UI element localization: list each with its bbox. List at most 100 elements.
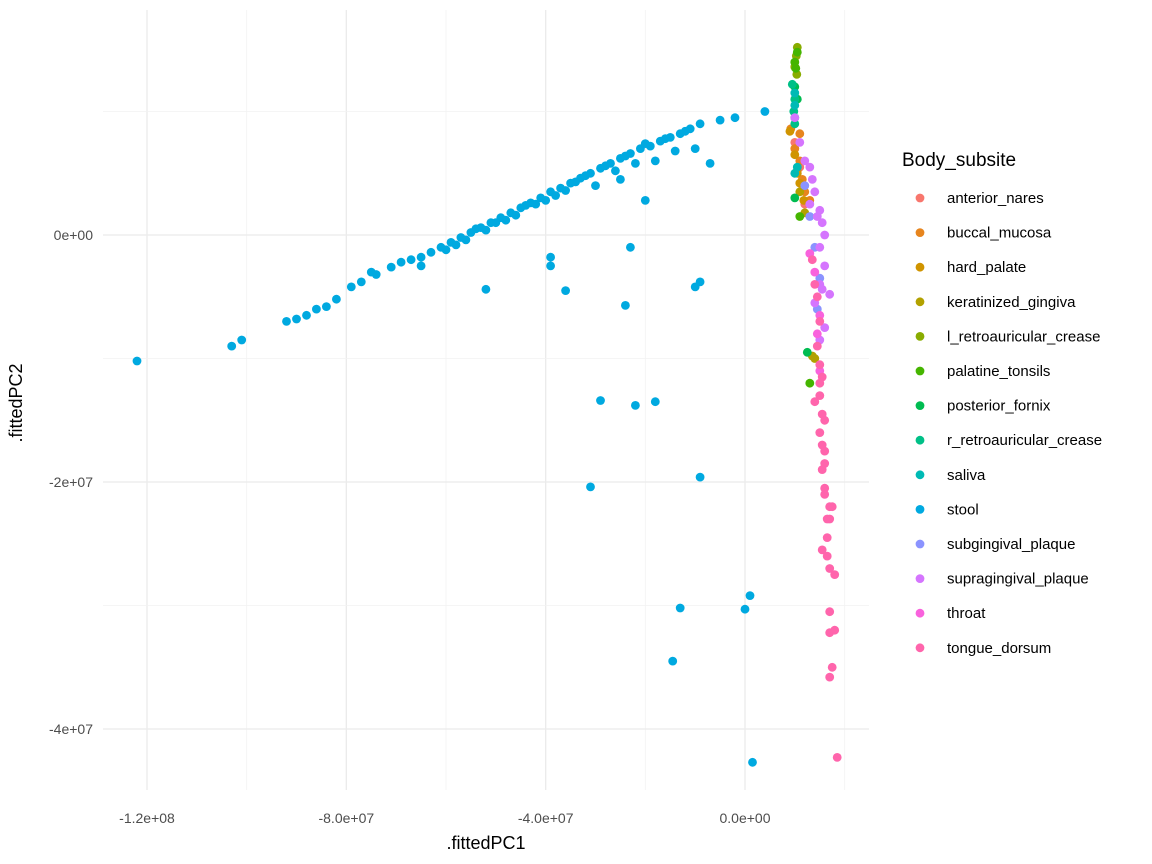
data-point xyxy=(322,302,331,311)
data-point xyxy=(282,317,291,326)
data-point xyxy=(802,347,812,357)
data-point xyxy=(787,79,797,89)
data-point xyxy=(695,472,705,482)
legend-label: keratinized_gingiva xyxy=(947,294,1076,311)
legend-label: posterior_fornix xyxy=(947,398,1051,415)
data-point xyxy=(815,242,825,252)
data-point xyxy=(785,126,795,136)
data-point xyxy=(791,63,801,73)
data-point xyxy=(551,191,560,200)
data-point xyxy=(730,113,740,123)
data-point xyxy=(396,257,406,267)
legend-label: stool xyxy=(947,501,979,518)
legend-title: Body_subsite xyxy=(902,150,1016,171)
data-point xyxy=(805,162,815,172)
data-point xyxy=(546,261,555,271)
data-point xyxy=(795,129,805,139)
data-point xyxy=(815,428,825,437)
legend: Body_subsite anterior_nares buccal_mucosa… xyxy=(902,150,1102,657)
data-point xyxy=(805,212,815,221)
data-point xyxy=(690,144,700,154)
data-point xyxy=(815,310,825,320)
data-point xyxy=(292,314,301,324)
data-point xyxy=(640,196,650,205)
data-point xyxy=(670,146,680,156)
data-point xyxy=(626,242,635,252)
data-point xyxy=(812,292,822,302)
data-point xyxy=(790,168,800,178)
x-axis-title: .fittedPC1 xyxy=(446,833,525,853)
legend-label: tongue_dorsum xyxy=(947,640,1051,657)
data-point xyxy=(812,341,822,351)
legend-key xyxy=(915,435,925,445)
data-point xyxy=(825,564,835,573)
data-point xyxy=(790,150,800,160)
x-tick-label: -8.0e+07 xyxy=(318,810,374,826)
data-point xyxy=(815,273,825,283)
legend-key xyxy=(915,539,925,549)
data-point xyxy=(631,159,640,168)
data-point xyxy=(668,656,678,666)
data-point xyxy=(416,252,426,262)
data-point xyxy=(817,218,827,228)
data-point xyxy=(748,757,757,767)
data-point xyxy=(790,193,800,203)
data-point xyxy=(596,396,605,405)
data-point xyxy=(601,161,610,171)
data-point xyxy=(451,240,461,250)
data-point xyxy=(640,139,650,149)
legend-key xyxy=(915,643,925,653)
data-point xyxy=(481,284,491,294)
y-tick-labels: 0e+00 -2e+07 -4e+07 xyxy=(49,227,93,737)
data-point xyxy=(481,225,491,235)
data-point xyxy=(332,294,341,304)
data-point xyxy=(820,483,830,493)
data-point xyxy=(790,113,800,123)
data-point xyxy=(790,100,800,110)
data-point xyxy=(815,378,825,388)
legend-key xyxy=(915,608,925,618)
data-point xyxy=(132,356,142,366)
legend-key xyxy=(915,262,925,272)
y-axis-title: .fittedPC2 xyxy=(6,363,26,442)
data-point xyxy=(825,607,835,617)
data-point xyxy=(810,397,820,407)
data-point xyxy=(807,175,817,184)
data-point xyxy=(346,282,356,292)
data-point xyxy=(827,662,837,672)
y-tick-label: -2e+07 xyxy=(49,474,93,490)
data-point xyxy=(815,391,825,400)
legend-label: subgingival_plaque xyxy=(947,536,1075,553)
data-point xyxy=(591,181,600,191)
data-point xyxy=(660,134,670,144)
data-point xyxy=(416,261,426,271)
data-point xyxy=(561,186,570,195)
data-point xyxy=(820,230,830,240)
data-point xyxy=(356,277,366,287)
data-point xyxy=(812,329,822,339)
data-point xyxy=(820,490,830,499)
data-point xyxy=(571,177,580,187)
x-tick-label: -1.2e+08 xyxy=(119,810,175,826)
data-point xyxy=(812,212,822,221)
data-point xyxy=(471,224,481,234)
data-point xyxy=(631,401,640,410)
data-point xyxy=(740,604,750,614)
data-point xyxy=(581,171,590,181)
data-point xyxy=(815,317,825,326)
data-points xyxy=(132,42,842,767)
legend-label: anterior_nares xyxy=(947,190,1044,207)
data-point xyxy=(795,187,805,197)
data-point xyxy=(366,267,376,277)
data-point xyxy=(531,199,541,209)
legend-key xyxy=(915,297,925,307)
data-point xyxy=(406,255,416,265)
data-point xyxy=(745,591,755,600)
data-point xyxy=(616,175,625,184)
data-point xyxy=(810,267,820,277)
data-point xyxy=(790,94,800,104)
data-point xyxy=(680,126,690,136)
data-point xyxy=(810,354,820,363)
data-point xyxy=(825,289,835,299)
